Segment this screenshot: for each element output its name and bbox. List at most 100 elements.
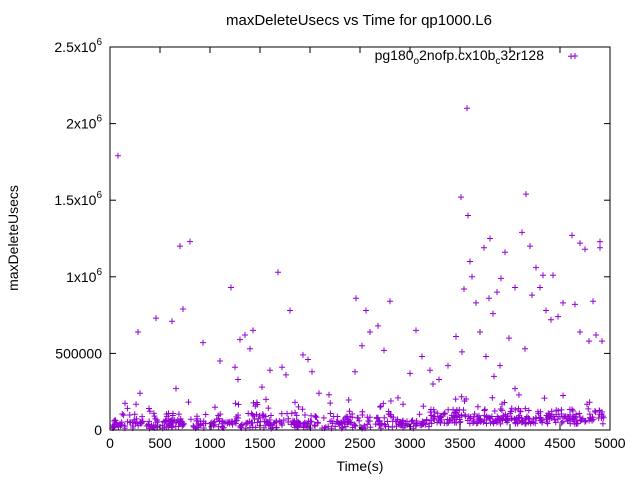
data-point: [467, 258, 473, 265]
data-point: [187, 416, 194, 423]
data-point: [427, 367, 433, 374]
data-point: [425, 423, 432, 430]
data-point: [599, 338, 605, 345]
data-point: [305, 356, 311, 363]
data-point: [487, 235, 493, 242]
data-point: [267, 367, 273, 374]
data-point: [273, 419, 280, 426]
data-point: [164, 420, 171, 427]
data-point: [238, 422, 245, 429]
x-tick-label: 500: [148, 435, 172, 451]
data-point: [208, 419, 215, 426]
data-point: [264, 419, 271, 426]
y-tick-exponent: 6: [96, 114, 102, 125]
data-point: [540, 272, 546, 279]
data-point: [309, 368, 315, 375]
data-point: [460, 407, 467, 414]
data-point: [275, 269, 281, 276]
data-point: [495, 415, 502, 422]
data-point: [118, 421, 125, 428]
data-point: [334, 413, 341, 420]
data-point: [529, 292, 535, 299]
data-point: [248, 410, 255, 417]
data-point: [396, 421, 403, 428]
data-point: [470, 419, 477, 426]
data-point: [431, 409, 438, 416]
data-point: [161, 419, 168, 426]
data-point: [569, 407, 576, 414]
y-tick-exponent: 6: [96, 267, 102, 278]
data-point: [316, 390, 322, 397]
legend-label-part-2: 2nofp.cx10b: [419, 47, 495, 63]
data-point: [491, 373, 497, 380]
data-point: [522, 420, 529, 427]
data-point: [146, 418, 153, 425]
data-point: [543, 307, 549, 314]
data-point: [211, 418, 218, 425]
data-point: [538, 417, 545, 424]
data-point: [523, 191, 529, 198]
data-point: [525, 407, 532, 414]
data-point: [367, 424, 374, 431]
data-point: [122, 400, 129, 407]
data-point: [308, 418, 315, 425]
data-point: [408, 418, 415, 425]
y-tick-label: 2.5x106: [54, 37, 102, 55]
data-point: [172, 423, 179, 430]
data-point: [232, 400, 239, 407]
data-point: [187, 238, 193, 245]
data-point: [503, 416, 510, 423]
data-point: [390, 414, 397, 421]
data-point: [566, 406, 573, 413]
data-point: [349, 414, 356, 421]
data-point: [497, 362, 503, 369]
data-point: [597, 238, 603, 245]
data-point: [312, 422, 319, 429]
data-point: [131, 411, 138, 418]
data-point: [537, 408, 544, 415]
data-point: [395, 394, 401, 401]
data-point: [593, 332, 599, 339]
data-point: [218, 420, 225, 427]
data-point: [555, 407, 562, 414]
y-tick-label: 0: [94, 422, 102, 438]
data-point: [559, 418, 566, 425]
data-point: [332, 423, 339, 430]
data-point: [522, 405, 529, 412]
data-point: [599, 420, 606, 427]
data-point: [346, 408, 353, 415]
data-point: [473, 299, 479, 306]
x-tick-label: 2500: [344, 435, 375, 451]
data-point: [477, 328, 483, 335]
data-point: [464, 417, 471, 424]
data-point: [161, 424, 168, 431]
data-point: [285, 415, 292, 422]
data-point: [541, 395, 548, 402]
data-point: [474, 403, 481, 410]
data-point: [185, 399, 192, 406]
data-point: [300, 351, 306, 358]
data-point: [565, 414, 572, 421]
data-point: [180, 305, 186, 312]
data-point: [292, 399, 298, 406]
data-point: [320, 414, 327, 421]
data-point: [151, 413, 158, 420]
data-point: [586, 414, 593, 421]
y-tick-label: 1x106: [66, 267, 102, 285]
data-point: [441, 410, 448, 417]
data-point: [506, 335, 512, 342]
data-point: [523, 415, 530, 422]
data-point: [326, 391, 332, 398]
data-point: [375, 418, 382, 425]
data-point: [268, 412, 275, 419]
data-point: [517, 408, 524, 415]
data-point: [126, 411, 133, 418]
data-point: [532, 414, 539, 421]
data-point: [508, 415, 515, 422]
data-point: [287, 307, 293, 314]
x-tick-label: 2000: [294, 435, 325, 451]
data-point: [598, 411, 605, 418]
data-point: [392, 418, 399, 425]
data-point: [461, 286, 467, 293]
data-point: [545, 413, 552, 420]
